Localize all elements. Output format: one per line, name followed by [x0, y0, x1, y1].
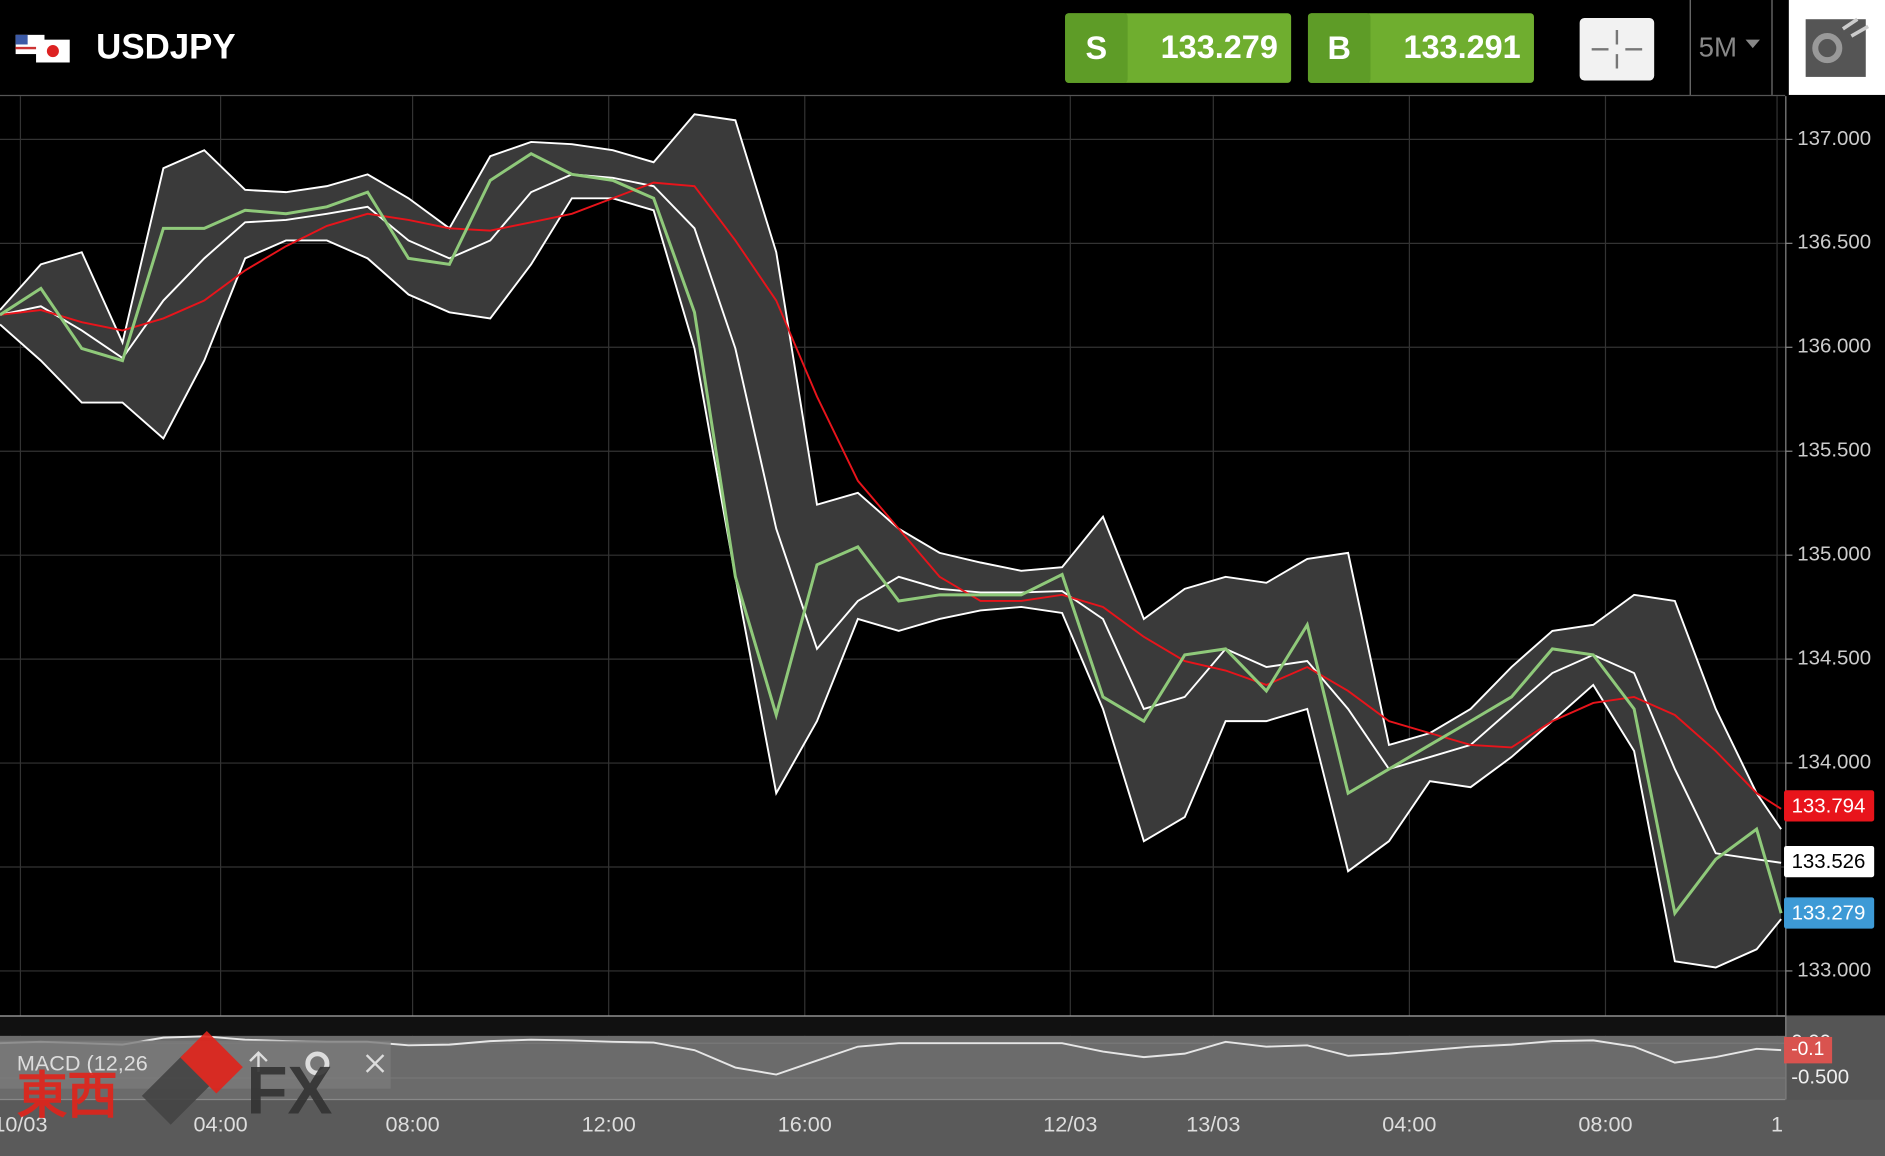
sell-price: 133.279 [1161, 29, 1278, 65]
y-tick-label: 136.500 [1797, 232, 1871, 254]
y-tick-label: 135.500 [1797, 440, 1871, 462]
jp-flag-sun [46, 45, 59, 58]
x-tick-label: 04:00 [1382, 1112, 1436, 1137]
buy-label: B [1327, 30, 1350, 66]
y-tick-label: 133.000 [1797, 959, 1871, 981]
plot-area [0, 96, 1786, 1100]
watermark: 東西 FX [17, 1031, 333, 1129]
y-tick-label: 134.000 [1797, 751, 1871, 773]
macd-icons [249, 1050, 385, 1073]
macd-bg [0, 1015, 1786, 1036]
flags [15, 34, 70, 63]
price-tag: 133.794 [1792, 795, 1866, 817]
y-tick-label: 136.000 [1797, 336, 1871, 358]
macd-tick-label: -0.500 [1791, 1066, 1849, 1088]
price-tag-bg [1784, 897, 1875, 929]
timeframe-dropdown[interactable]: 5M [1699, 32, 1760, 63]
bollinger-band-fill [0, 114, 1782, 968]
price-line [0, 151, 1783, 917]
crosshair-bg[interactable] [1579, 18, 1655, 81]
x-tick-label: 08:00 [386, 1112, 440, 1137]
x-tick-label: 12/03 [1043, 1112, 1097, 1137]
sell-label-bg [1065, 13, 1128, 83]
x-tick-label: 10/03 [0, 1112, 47, 1137]
macd-title: MACD (12,26 [17, 1050, 148, 1075]
axis-bg [1785, 96, 1885, 1100]
collapse-icon [1841, 17, 1870, 38]
x-tick-label: 13/03 [1186, 1112, 1240, 1137]
moving-average [0, 181, 1782, 810]
x-tick-label: 1 [1771, 1112, 1783, 1137]
dropdown-arrow [1745, 39, 1760, 49]
macd-gear [305, 1051, 330, 1076]
time-axis: 10/03 04:00 08:00 12:00 16:00 12/03 13/03 04:00… [0, 1098, 1885, 1156]
buy-button[interactable]: B 133.291 [1307, 13, 1534, 83]
timeframe[interactable]: 5M [1699, 32, 1737, 63]
header: USDJPY S 133.279 B 133.291 5M [0, 0, 1885, 97]
x-tick-label: 08:00 [1578, 1112, 1632, 1137]
macd-tag-bg [1784, 1036, 1833, 1064]
sell-button[interactable]: S 133.279 [1065, 13, 1292, 83]
sell-label: S [1086, 30, 1108, 66]
price-tag-bg [1784, 790, 1875, 822]
price-tag: 133.526 [1792, 851, 1866, 873]
x-tick-label: 12:00 [582, 1112, 636, 1137]
watermark-kanji: 東西 [17, 1067, 118, 1124]
gear [1812, 33, 1843, 64]
us-flag-canton [15, 34, 28, 45]
buy-price: 133.291 [1403, 29, 1520, 65]
price-tag: 133.279 [1792, 903, 1866, 925]
x-tick-label: 16:00 [778, 1112, 832, 1137]
us-flag-stripe [15, 46, 45, 50]
symbol: USDJPY [96, 27, 235, 66]
settings-button[interactable] [1788, 0, 1885, 95]
x-tick-label: 04:00 [194, 1112, 248, 1137]
y-tick-label: 134.500 [1797, 648, 1871, 670]
y-tick-label: 135.000 [1797, 544, 1871, 566]
macd-tag: -0.1 [1791, 1039, 1824, 1060]
crosshair-icon [1591, 30, 1643, 69]
time-axis-corner [1786, 1100, 1885, 1156]
bollinger-line [0, 173, 1782, 864]
price-tag-bg [1784, 845, 1875, 878]
buy-label-bg [1307, 13, 1371, 83]
time-axis-bg [0, 1099, 1885, 1156]
y-tick-label: 137.000 [1797, 128, 1871, 150]
watermark-fx: FX [246, 1054, 332, 1129]
price-axis: 133.000133.500134.000134.500135.000135.5… [1784, 96, 1885, 1100]
header-bg [0, 0, 1885, 95]
logo-diamond-red [180, 1031, 243, 1094]
crosshair-button[interactable] [1579, 18, 1655, 81]
